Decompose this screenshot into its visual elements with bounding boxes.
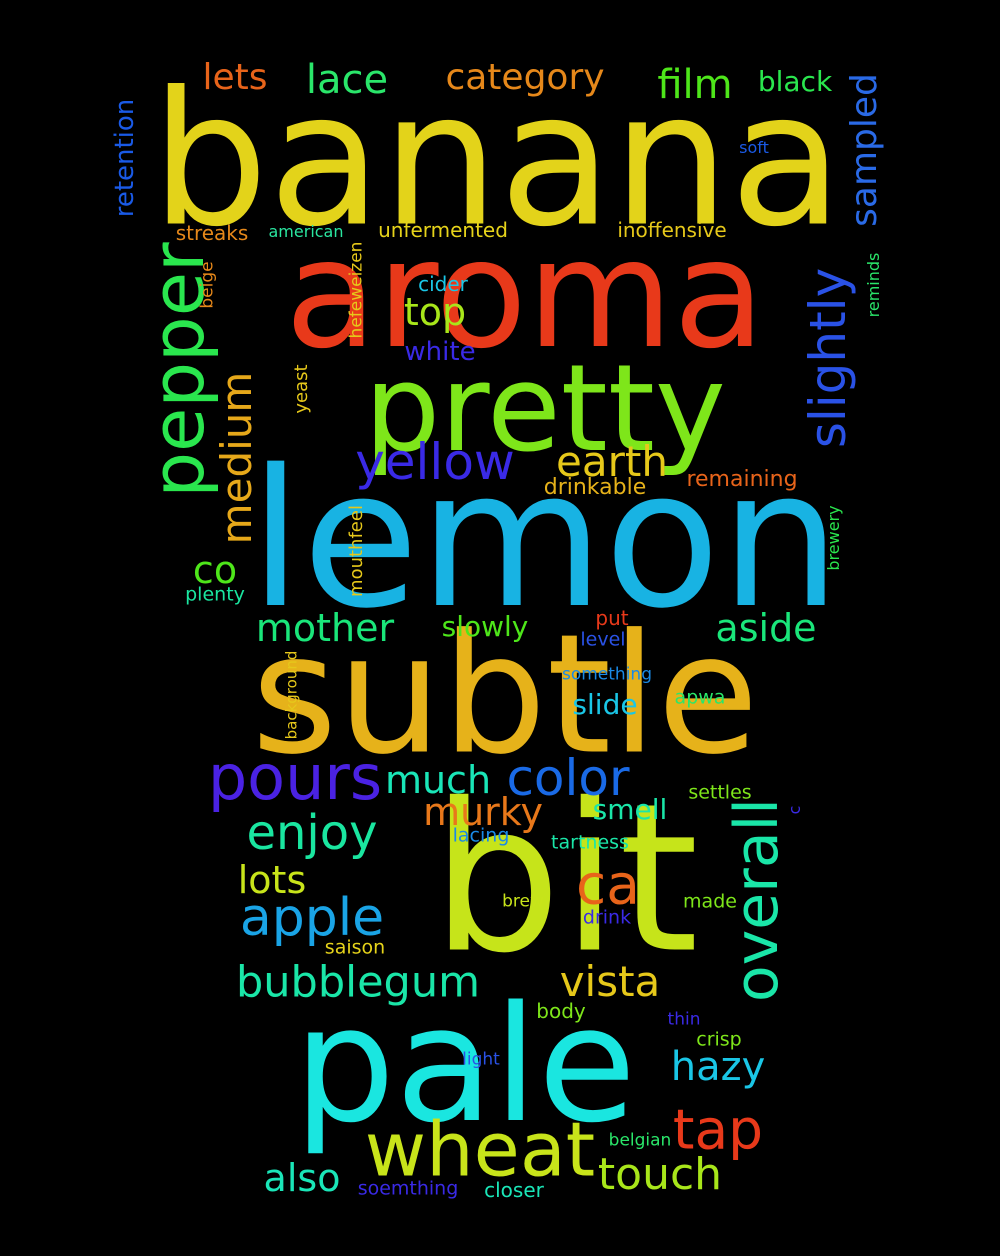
word-vista: vista bbox=[559, 957, 661, 1006]
word-reminds: reminds bbox=[864, 252, 883, 318]
word-tap: tap bbox=[672, 1097, 764, 1162]
word-brew: brew bbox=[502, 891, 544, 912]
word-film: film bbox=[657, 62, 733, 108]
word-medium: medium bbox=[212, 371, 261, 545]
word-drink: drink bbox=[582, 906, 632, 929]
word-apple: apple bbox=[239, 888, 385, 948]
word-put: put bbox=[595, 606, 629, 630]
word-wheat: wheat bbox=[364, 1105, 596, 1194]
word-made: made bbox=[683, 890, 737, 913]
word-streaks: streaks bbox=[175, 221, 249, 245]
word-sampled: sampled bbox=[844, 73, 885, 227]
word-tartness: tartness bbox=[551, 831, 629, 854]
word-pours: pours bbox=[207, 741, 383, 814]
word-lots: lots bbox=[237, 858, 307, 902]
word-soemthing: soemthing bbox=[357, 1177, 459, 1200]
word-slightly: slightly bbox=[799, 267, 857, 449]
word-background: background bbox=[282, 650, 301, 740]
word-category: category bbox=[445, 57, 605, 98]
word-hazy: hazy bbox=[670, 1044, 766, 1090]
word-closer: closer bbox=[484, 1178, 544, 1202]
word-enjoy: enjoy bbox=[246, 805, 378, 861]
word-drinkable: drinkable bbox=[543, 475, 647, 500]
word-aside: aside bbox=[715, 606, 817, 650]
word-retention: retention bbox=[110, 98, 140, 218]
word-saison: saison bbox=[324, 936, 386, 959]
word-lemon: lemon bbox=[249, 429, 841, 650]
word-mouthfeel: mouthfeel bbox=[346, 505, 367, 597]
word-yellow: yellow bbox=[355, 433, 515, 491]
word-beige: beige bbox=[197, 261, 218, 309]
word-unfermented: unfermented bbox=[378, 218, 508, 242]
word-white: white bbox=[404, 337, 476, 367]
word-pale: pale bbox=[293, 971, 637, 1158]
word-brewery: brewery bbox=[824, 505, 843, 571]
word-also: also bbox=[263, 1156, 341, 1200]
word-remaining: remaining bbox=[686, 467, 798, 492]
word-yeast: yeast bbox=[291, 364, 312, 414]
word-subtle: subtle bbox=[251, 598, 759, 791]
word-bubblegum: bubblegum bbox=[236, 957, 480, 1008]
word-apwa: apwa bbox=[674, 686, 726, 709]
word-cider: cider bbox=[418, 272, 468, 296]
word-plenty: plenty bbox=[185, 583, 245, 606]
word-level: level bbox=[580, 628, 626, 651]
word-much: much bbox=[384, 758, 492, 802]
word-something: something bbox=[561, 664, 653, 685]
word-hefeweizen: hefeweizen bbox=[346, 241, 367, 339]
word-top: top bbox=[403, 290, 467, 334]
word-aroma: aroma bbox=[284, 208, 766, 382]
word-lace: lace bbox=[305, 57, 389, 103]
word-c: c bbox=[785, 805, 804, 815]
word-thin: thin bbox=[667, 1009, 701, 1030]
word-inoffensive: inoffensive bbox=[617, 218, 727, 242]
word-ca: ca bbox=[576, 852, 640, 917]
word-lets: lets bbox=[202, 57, 268, 98]
word-light: light bbox=[462, 1049, 500, 1070]
word-bit: bit bbox=[431, 760, 699, 999]
word-co: co bbox=[192, 548, 238, 592]
word-smell: smell bbox=[592, 793, 668, 826]
word-black: black bbox=[757, 65, 833, 98]
word-crisp: crisp bbox=[696, 1028, 742, 1051]
word-banana: banana bbox=[150, 51, 844, 268]
word-soft: soft bbox=[739, 138, 769, 157]
word-slide: slide bbox=[572, 688, 638, 721]
word-murky: murky bbox=[423, 790, 543, 834]
word-touch: touch bbox=[597, 1149, 723, 1200]
word-settles: settles bbox=[688, 781, 752, 804]
word-earth: earth bbox=[556, 437, 668, 486]
word-american: american bbox=[268, 222, 344, 241]
word-belgian: belgian bbox=[608, 1130, 672, 1151]
word-color: color bbox=[506, 749, 630, 807]
word-pretty: pretty bbox=[364, 340, 726, 479]
word-slowly: slowly bbox=[441, 610, 529, 643]
word-lacing: lacing bbox=[452, 824, 510, 847]
word-mother: mother bbox=[255, 606, 395, 650]
word-body: body bbox=[536, 999, 586, 1023]
